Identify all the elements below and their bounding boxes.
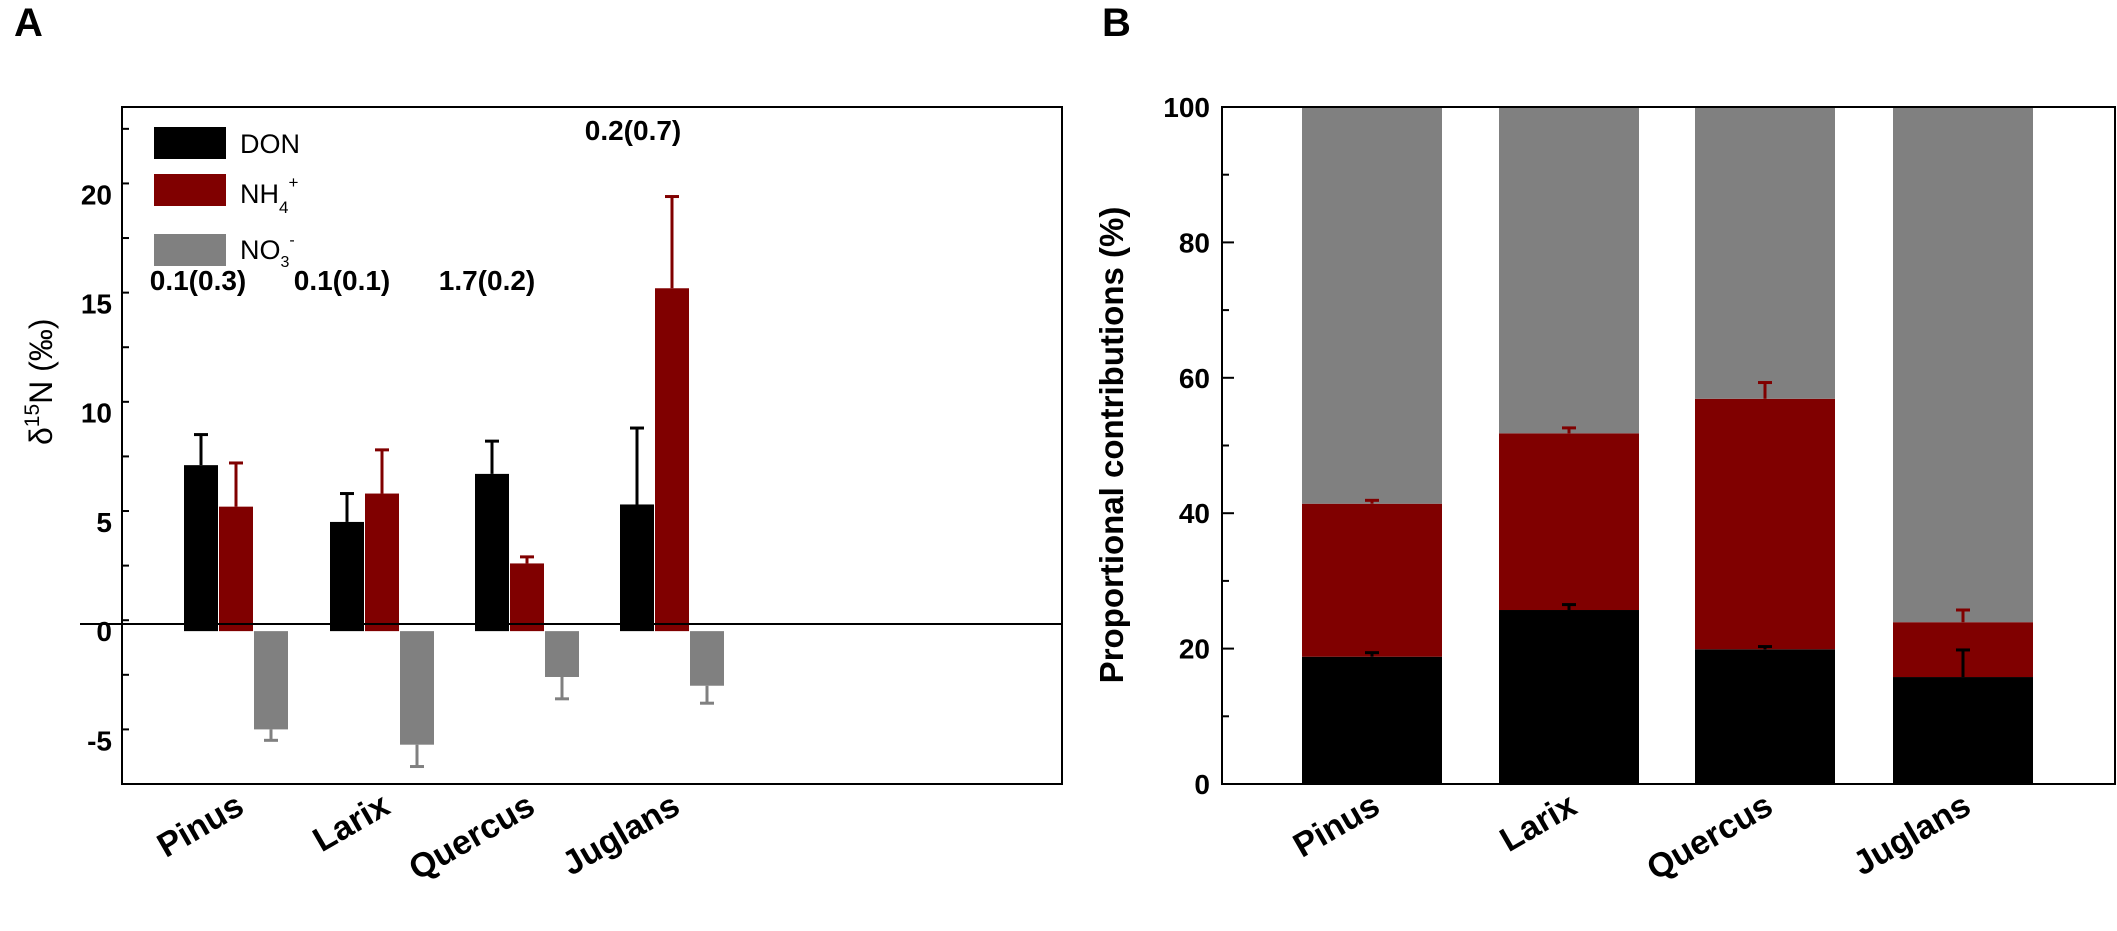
annotation-larix: 0.1(0.1) [294, 265, 391, 296]
error-bar-nh4-juglans [1956, 608, 1970, 623]
y-tick-label: 15 [81, 289, 112, 320]
y-tick-label: 5 [96, 507, 112, 538]
category-label-pinus: Pinus [151, 786, 250, 865]
legend-label-nh4: NH4+ [240, 173, 298, 217]
panel-b-y-axis-label: Proportional contributions (%) [1093, 207, 1130, 684]
error-bar-don-juglans [1956, 648, 1970, 678]
error-bar-don-quercus [1758, 645, 1772, 650]
error-bar-nh4-pinus [1365, 498, 1379, 504]
bar-nh4-larix [1499, 433, 1639, 611]
error-bar-nh4-pinus [229, 461, 243, 507]
legend-swatch-no3 [154, 234, 226, 266]
panel-a: A -5 0 5 10 15 20 Pinus Larix Quercus Juglans 0.… [14, 1, 1063, 888]
category-label-larix: Larix [307, 786, 396, 860]
error-bar-don-quercus [485, 439, 499, 474]
bar-no3-larix [400, 631, 434, 745]
error-bar-nh4-larix [1562, 426, 1576, 434]
bar-no3-juglans [690, 631, 724, 686]
bar-don-larix [1499, 610, 1639, 784]
panel-a-y-tick-labels: -5 0 5 10 15 20 [81, 179, 112, 756]
bar-nh4-quercus [510, 563, 544, 632]
y-tick-label: 0 [1194, 769, 1210, 800]
bar-don-quercus [1695, 649, 1835, 784]
panel-a-annotations: 0.1(0.3) 0.1(0.1) 1.7(0.2) 0.2(0.7) [150, 115, 682, 296]
panel-b-frame [1221, 106, 2116, 785]
error-bar-no3-quercus [555, 676, 569, 701]
error-bar-nh4-quercus [1758, 381, 1772, 399]
panel-a-y-ticks [122, 127, 129, 785]
panel-a-category-labels: Pinus Larix Quercus Juglans [151, 786, 686, 888]
y-tick-label: 10 [81, 398, 112, 429]
error-bar-don-juglans [630, 426, 644, 505]
y-tick-label: 0 [96, 616, 112, 647]
error-bar-don-larix [1562, 603, 1576, 611]
bar-nh4-pinus [219, 506, 253, 632]
category-label-juglans: Juglans [556, 786, 686, 883]
y-tick-label: 60 [1179, 363, 1210, 394]
error-bar-don-pinus [194, 433, 208, 466]
panel-a-y-axis-label: δ15N (‰) [21, 319, 59, 445]
bar-don-juglans [1893, 677, 2033, 784]
y-tick-label: 20 [1179, 634, 1210, 665]
error-bar-no3-juglans [700, 685, 714, 705]
category-label-pinus: Pinus [1287, 786, 1386, 865]
panel-a-label: A [14, 1, 43, 45]
bar-no3-larix [1499, 107, 1639, 434]
category-label-quercus: Quercus [1641, 786, 1779, 888]
legend-label-no3: NO3- [240, 232, 295, 271]
bar-nh4-larix [365, 493, 399, 632]
category-label-juglans: Juglans [1847, 786, 1977, 883]
panel-b-bars [1302, 107, 2033, 784]
annotation-quercus: 1.7(0.2) [439, 265, 536, 296]
category-label-quercus: Quercus [403, 786, 541, 888]
y-tick-label: 80 [1179, 227, 1210, 258]
error-bar-nh4-juglans [665, 195, 679, 289]
bar-don-quercus [475, 473, 509, 632]
bar-don-larix [330, 521, 364, 632]
error-bar-don-larix [340, 492, 354, 522]
error-bar-no3-larix [410, 744, 424, 769]
bar-nh4-juglans [655, 288, 689, 632]
annotation-pinus: 0.1(0.3) [150, 265, 247, 296]
y-tick-label: 100 [1163, 92, 1210, 123]
panel-b-category-labels: Pinus Larix Quercus Juglans [1287, 786, 1977, 888]
bar-don-juglans [620, 504, 654, 632]
annotation-juglans: 0.2(0.7) [585, 115, 682, 146]
y-tick-label: 40 [1179, 498, 1210, 529]
legend-swatch-don [154, 127, 226, 159]
legend-label-don: DON [240, 129, 300, 159]
bar-nh4-quercus [1695, 398, 1835, 650]
bar-don-pinus [1302, 656, 1442, 784]
category-label-larix: Larix [1494, 786, 1583, 860]
error-bar-nh4-larix [375, 448, 389, 494]
bar-don-pinus [184, 465, 218, 632]
error-bar-don-pinus [1365, 651, 1379, 657]
legend-swatch-nh4 [154, 174, 226, 206]
bar-no3-pinus [254, 631, 288, 730]
error-bar-no3-pinus [264, 729, 278, 742]
bar-no3-quercus [1695, 107, 1835, 399]
bar-nh4-pinus [1302, 503, 1442, 657]
panel-b-y-ticks [1222, 106, 1234, 785]
error-bar-nh4-quercus [520, 555, 534, 564]
panel-a-bars [184, 195, 724, 769]
panel-b-label: B [1102, 1, 1131, 45]
y-tick-label: 20 [81, 179, 112, 210]
y-tick-label: -5 [87, 725, 112, 756]
bar-no3-quercus [545, 631, 579, 677]
bar-no3-pinus [1302, 107, 1442, 504]
panel-a-frame [121, 106, 1063, 785]
bar-no3-juglans [1893, 107, 2033, 623]
panel-a-legend: DON NH4+ NO3- [154, 127, 300, 271]
panel-b-y-tick-labels: 0 20 40 60 80 100 [1163, 92, 1210, 800]
